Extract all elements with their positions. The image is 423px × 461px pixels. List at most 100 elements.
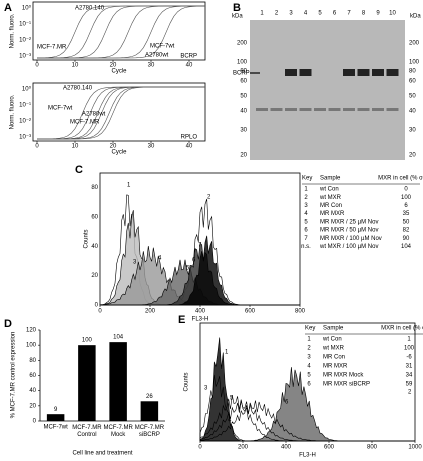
key-header: MXR in cell (% of wt) [381, 326, 423, 332]
bar [140, 401, 159, 421]
curve-label: 1 [225, 350, 229, 356]
blot-band [357, 69, 370, 76]
key-cell: n.s. [301, 244, 311, 250]
x-tick-label: 0 [198, 445, 202, 451]
lane-label: 2 [275, 11, 279, 17]
x-tick-label: 20 [110, 63, 117, 69]
annotation: A2780wt [82, 112, 106, 118]
band-label: BCRP [233, 71, 250, 77]
key-cell: 82 [403, 228, 410, 234]
blot [250, 20, 405, 160]
key-cell: wt MXR / 100 µM Nov [319, 244, 378, 250]
key-cell: MR MXR Mock [323, 373, 364, 379]
blot-band [386, 69, 399, 76]
y-tick-label: 10⁻¹ [19, 22, 31, 28]
blot-band [299, 108, 312, 111]
curve-label: 6 [285, 400, 289, 406]
blot-band [357, 108, 370, 111]
x-axis-label: Cell line and treatment [72, 451, 132, 457]
x-tick-label: 600 [324, 445, 335, 451]
key-cell: MR MXR / 25 µM Nov [320, 219, 378, 225]
blot-band [386, 108, 399, 111]
y-tick-label: 120 [26, 328, 37, 334]
lane-label: 7 [347, 11, 351, 17]
x-tick-label: 800 [367, 445, 378, 451]
blot-band [343, 69, 355, 76]
y-axis-label: Counts [184, 372, 190, 391]
x-tick-label: 20 [110, 144, 117, 150]
blot-band [372, 69, 384, 76]
key-cell: 59 [406, 382, 413, 388]
key-cell: 6 [307, 382, 311, 388]
key-cell: wt MXR [319, 195, 342, 201]
blot-band [343, 108, 355, 111]
key-cell: wt Con [322, 337, 342, 343]
key-cell: 3 [304, 203, 308, 209]
y-tick-label: 10⁰ [22, 86, 32, 93]
x-tick-label: 40 [186, 63, 193, 69]
blot-band [328, 108, 341, 111]
curve-label: 1 [127, 183, 131, 189]
key-cell: 1 [407, 337, 411, 343]
key-cell: 6 [304, 228, 308, 234]
key-cell: 5 [307, 373, 311, 379]
key-cell: 1 [307, 337, 311, 343]
marker-label: 40 [409, 109, 416, 115]
key-cell: MR Con [320, 203, 342, 209]
plot-frame [32, 82, 206, 142]
key-cell: -6 [406, 355, 412, 361]
histogram [100, 235, 300, 306]
blot-band [372, 108, 384, 111]
y-tick-label: 80 [29, 358, 36, 364]
y-axis-label: Counts [84, 229, 90, 248]
lane-label: 8 [362, 11, 366, 17]
curve-label: 5 [186, 266, 190, 272]
x-tick-label: 0 [35, 63, 39, 69]
y-tick-label: 10⁻¹ [19, 103, 31, 109]
marker-label: 80 [409, 69, 416, 75]
histogram [199, 400, 415, 442]
annotation: MCF-7wt [48, 106, 73, 112]
key-cell: MR MXR siBCRP [323, 382, 370, 388]
curve-label: 2 [408, 390, 412, 396]
x-tick-label: MCF-7wt [43, 425, 68, 431]
annotation: MCF-7.MR [37, 45, 67, 51]
x-tick-label: 0 [35, 144, 39, 150]
key-cell: MR MXR / 50 µM Nov [320, 228, 378, 234]
key-cell: MR MXR / 100 µM Nov [320, 236, 382, 242]
amplification-curve [37, 86, 205, 140]
marker-label: 20 [240, 153, 247, 159]
key-cell: MR Con [323, 355, 345, 361]
x-tick-label: 800 [295, 309, 306, 315]
key-cell: 90 [403, 236, 410, 242]
key-cell: 0 [404, 187, 408, 193]
y-axis-label: % MCF-7.MR control expression [11, 332, 17, 419]
x-tick-label: 600 [245, 309, 256, 315]
key-cell: MR MXR [323, 364, 348, 370]
y-tick-label: 10⁻² [19, 38, 31, 44]
curve-label: 7 [198, 243, 202, 249]
panel-label: E [178, 314, 185, 326]
key-cell: 6 [404, 203, 408, 209]
x-tick-label: MCF-7.MR Control [72, 425, 102, 438]
annotation: MCF-7.MR [70, 120, 100, 126]
marker-label: 200 [409, 41, 420, 47]
key-cell: 104 [401, 244, 412, 250]
y-tick-label: 10⁻² [19, 119, 31, 125]
panel-label: D [4, 318, 12, 330]
value-label: 9 [54, 407, 58, 413]
curve-label: 4 [228, 418, 232, 424]
marker-label: 50 [409, 94, 416, 100]
lane-label: 3 [289, 11, 293, 17]
x-tick-label: 400 [281, 445, 292, 451]
amplification-curve [37, 5, 205, 59]
blot-band [314, 108, 326, 111]
x-axis-label: FL3-H [299, 453, 316, 459]
y-axis-label: Norm. fluoro. [10, 13, 16, 48]
key-cell: 5 [304, 219, 308, 225]
marker-label: 30 [240, 128, 247, 134]
key-cell: 1 [304, 187, 308, 193]
marker-label: 20 [409, 153, 416, 159]
x-tick-label: 30 [148, 144, 155, 150]
